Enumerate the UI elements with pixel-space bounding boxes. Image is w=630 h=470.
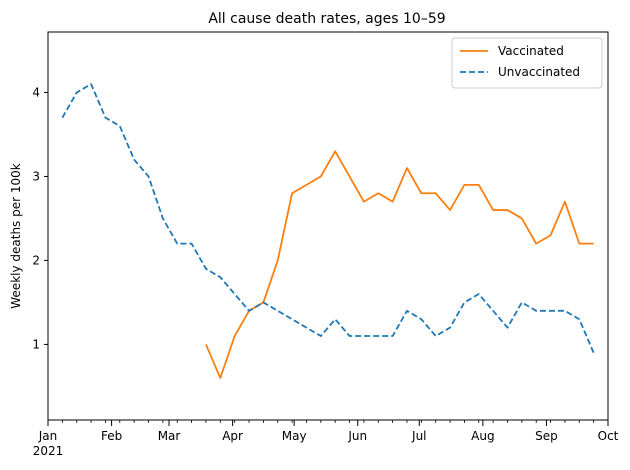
y-tick-label: 2 [32, 253, 40, 267]
x-tick-label: Oct [598, 429, 619, 443]
x-tick-year-label: 2021 [33, 444, 64, 458]
chart-title: All cause death rates, ages 10–59 [208, 11, 445, 27]
plot-area [61, 83, 595, 379]
y-axis-label: Weekly deaths per 100k [9, 163, 23, 309]
legend-label-vaccinated: Vaccinated [498, 44, 564, 58]
x-tick-label: Aug [471, 429, 494, 443]
x-tick-label: May [282, 429, 307, 443]
series-line-vaccinated [205, 150, 594, 379]
x-tick-label: Feb [101, 429, 122, 443]
series-line-unvaccinated [61, 83, 595, 354]
x-tick-label: Apr [222, 429, 243, 443]
x-tick-label: Mar [158, 429, 181, 443]
y-axis-label-group: Weekly deaths per 100k [9, 163, 23, 309]
x-tick-label: Sep [535, 429, 558, 443]
x-tick-label: Jul [411, 429, 426, 443]
legend-label-unvaccinated: Unvaccinated [498, 65, 580, 79]
x-tick-label: Jun [347, 429, 367, 443]
axes-frame [47, 31, 609, 421]
y-tick-label: 3 [32, 169, 40, 183]
legend: Vaccinated Unvaccinated [451, 37, 603, 89]
y-tick-label: 1 [32, 337, 40, 351]
legend-box [451, 37, 603, 89]
x-tick-label: Jan [38, 429, 58, 443]
y-tick-label: 4 [32, 85, 40, 99]
